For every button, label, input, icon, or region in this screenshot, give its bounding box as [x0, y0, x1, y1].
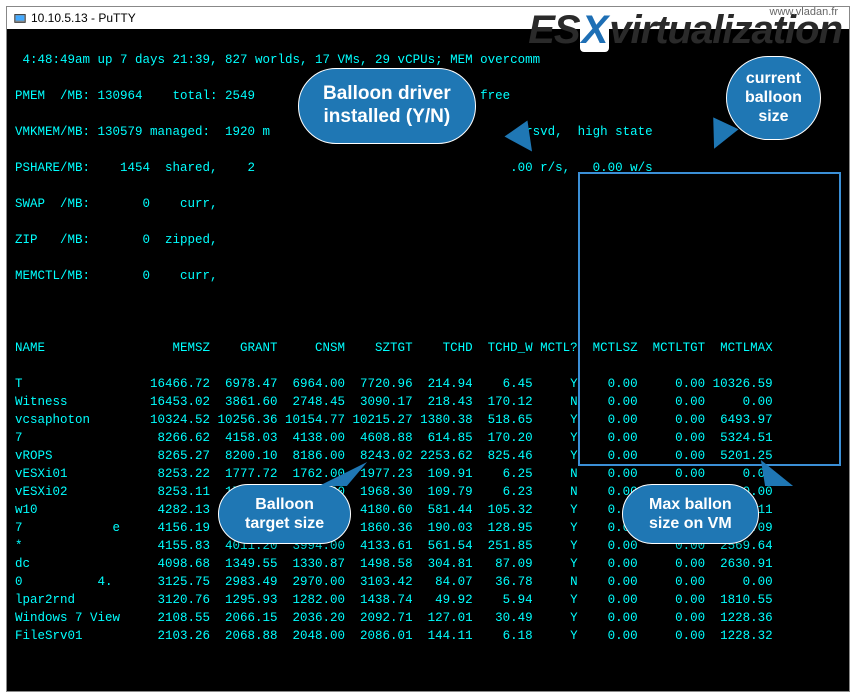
summary-line: 4:48:49am up 7 days 21:39, 827 worlds, 1… — [15, 51, 841, 69]
callout-target-size: Balloon target size — [218, 484, 351, 544]
table-header-row: NAME MEMSZ GRANT CNSM SZTGT TCHD TCHD_W … — [15, 339, 841, 357]
site-url: www.vladan.fr — [770, 6, 838, 18]
table-row: Windows 7 View 2108.55 2066.15 2036.20 2… — [15, 609, 841, 627]
callout-text: Balloon driver installed (Y/N) — [323, 83, 451, 127]
table-row: dc 4098.68 1349.55 1330.87 1498.58 304.8… — [15, 555, 841, 573]
callout-text: current balloon size — [745, 70, 802, 125]
table-row: T 16466.72 6978.47 6964.00 7720.96 214.9… — [15, 375, 841, 393]
putty-icon — [13, 11, 27, 25]
callout-text: Max ballon size on VM — [649, 496, 732, 532]
blank-line — [15, 303, 841, 321]
summary-line: PSHARE/MB: 1454 shared, 2 .00 r/s, 0.00 … — [15, 159, 841, 177]
table-row: Witness 16453.02 3861.60 2748.45 3090.17… — [15, 393, 841, 411]
table-row: vESXi01 8253.22 1777.72 1762.00 1977.23 … — [15, 465, 841, 483]
table-row: 0 4. 3125.75 2983.49 2970.00 3103.42 84.… — [15, 573, 841, 591]
table-row: 7 8266.62 4158.03 4138.00 4608.88 614.85… — [15, 429, 841, 447]
table-row: lpar2rnd 3120.76 1295.93 1282.00 1438.74… — [15, 591, 841, 609]
brand-pre: ES — [528, 8, 579, 52]
callout-text: Balloon target size — [245, 496, 324, 532]
table-row: FileSrv01 2103.26 2068.88 2048.00 2086.0… — [15, 627, 841, 645]
summary-line: MEMCTL/MB: 0 curr, — [15, 267, 841, 285]
summary-line: ZIP /MB: 0 zipped, — [15, 231, 841, 249]
table-row: vcsaphoton 10324.52 10256.36 10154.77 10… — [15, 411, 841, 429]
brand-x: X — [580, 8, 610, 52]
table-row: vROPS 8265.27 8200.10 8186.00 8243.02 22… — [15, 447, 841, 465]
callout-current-size: current balloon size — [726, 56, 821, 140]
callout-balloon-driver: Balloon driver installed (Y/N) — [298, 68, 476, 144]
summary-line: SWAP /MB: 0 curr, — [15, 195, 841, 213]
site-logo: www.vladan.fr ESXvirtualization — [528, 8, 842, 53]
callout-max-size: Max ballon size on VM — [622, 484, 759, 544]
window-title: 10.10.5.13 - PuTTY — [31, 9, 136, 27]
